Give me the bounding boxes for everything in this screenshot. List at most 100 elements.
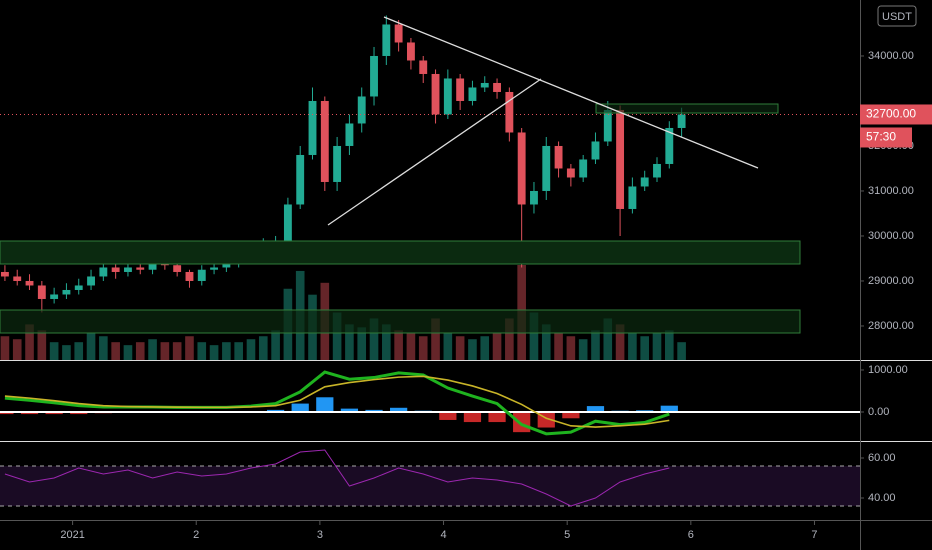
band [0, 466, 860, 506]
candle-body [566, 168, 575, 178]
candle-body [456, 78, 465, 101]
macd-line [4, 375, 670, 428]
histogram-bar [439, 411, 457, 420]
histogram-bar [70, 411, 88, 415]
candle-body [25, 280, 34, 286]
histogram-bar [488, 411, 506, 423]
candle-body [431, 73, 440, 115]
volume-bar [677, 342, 686, 360]
volume-bar [197, 342, 207, 360]
candle-body [530, 190, 538, 205]
candle-body [579, 159, 588, 178]
candle-body [616, 109, 625, 209]
histogram-bar [291, 403, 309, 412]
y-tick-label: 40.00 [868, 492, 896, 504]
candle-body [394, 24, 403, 43]
candle-body [111, 267, 120, 272]
candle-body [62, 289, 71, 295]
candle-body [653, 163, 661, 178]
y-tick-label: 0.00 [868, 406, 889, 418]
volume-bar [74, 342, 84, 360]
candle-body [50, 294, 59, 299]
last-price-box [860, 104, 932, 125]
volume-bar [628, 333, 637, 360]
candle-body [382, 24, 391, 56]
volume-bar [492, 333, 502, 360]
volume-bar [49, 342, 59, 360]
candle-body [419, 60, 428, 74]
candle-body [99, 267, 108, 277]
histogram-bar [390, 407, 408, 412]
x-tick-label: 7 [811, 529, 817, 541]
volume-bar [209, 345, 219, 360]
volume-bar [566, 336, 576, 360]
y-tick-label: 29000.00 [868, 275, 914, 287]
volume-bar [246, 339, 256, 360]
candle-body [283, 204, 292, 241]
macd-line [4, 370, 670, 436]
volume-bar [258, 336, 268, 360]
volume-bar [541, 324, 551, 360]
x-tick-label: 2021 [60, 529, 84, 541]
x-tick-label: 5 [564, 529, 570, 541]
candle-body [357, 96, 366, 124]
histogram-bar [513, 411, 531, 433]
volume-bar [332, 312, 342, 360]
candle-body [148, 262, 157, 270]
candle-body [222, 262, 231, 268]
volume-bar [406, 333, 416, 360]
candle-body [640, 177, 649, 187]
candle-body [493, 82, 501, 92]
candle-body [333, 145, 342, 182]
zone [595, 103, 779, 114]
candle-body [197, 269, 206, 281]
candle-body [603, 109, 612, 142]
candle-body [87, 276, 95, 286]
volume-bar [640, 336, 649, 360]
volume-bar [394, 330, 403, 360]
volume-bar [480, 336, 490, 360]
candle-body [308, 100, 317, 155]
candle-body [13, 276, 22, 281]
volume-bar [455, 336, 465, 360]
volume-bar [418, 336, 428, 360]
histogram-bar [316, 397, 334, 412]
candle-body [0, 271, 9, 277]
histogram-bar [20, 411, 39, 415]
volume-bar [234, 342, 243, 360]
volume-bar [382, 324, 391, 360]
volume-bar [37, 330, 47, 360]
zone [0, 240, 801, 265]
candle-body [542, 145, 551, 191]
y-tick-label: 34000.00 [868, 50, 914, 62]
volume-bar [652, 333, 662, 360]
volume-bar [603, 318, 613, 360]
price-labels: 32700.00 57:30 [860, 104, 932, 148]
candle-body [185, 271, 194, 281]
volume-bar [468, 339, 477, 360]
candle-body [554, 145, 563, 169]
volume-bar [357, 327, 367, 360]
currency: USDT [882, 11, 912, 23]
candle-body [124, 267, 132, 272]
histogram-bar [463, 411, 482, 423]
candle-body [173, 265, 182, 272]
histogram-bar [45, 411, 63, 415]
histogram-bar [660, 405, 678, 412]
candle-body [74, 285, 83, 290]
candle-body [210, 267, 219, 270]
candle-body [517, 132, 526, 205]
y-tick-label: 1000.00 [868, 364, 908, 376]
volume-bar [369, 318, 379, 360]
volume-bar [222, 342, 231, 360]
candle-body [443, 78, 452, 115]
candle-body [677, 114, 686, 128]
currency-badge[interactable] [877, 5, 917, 27]
volume-bar [148, 339, 157, 360]
volume-bar [443, 333, 453, 360]
histogram-bar [266, 409, 285, 412]
volume-bar [0, 336, 10, 360]
candle-body [505, 91, 514, 133]
